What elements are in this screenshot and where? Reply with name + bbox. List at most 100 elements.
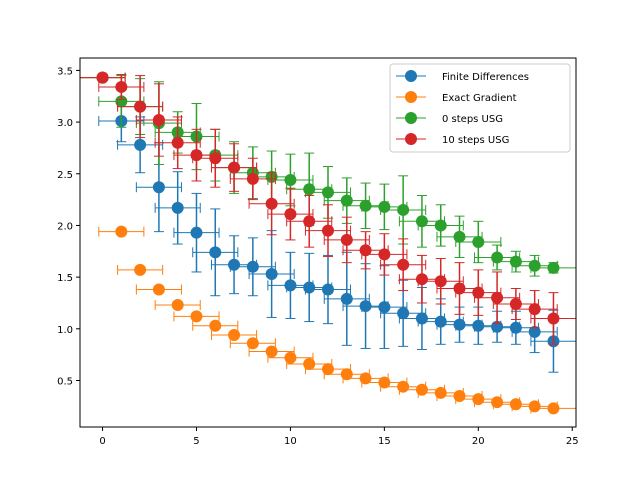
data-point [378, 376, 391, 389]
data-point [284, 173, 297, 186]
data-point [152, 114, 165, 127]
y-tick-label: 3.5 [57, 66, 73, 77]
data-point [528, 400, 541, 413]
data-point [322, 224, 334, 237]
x-tick-label: 15 [378, 436, 391, 447]
data-point [190, 226, 203, 239]
data-point [246, 260, 259, 273]
data-point [434, 275, 447, 288]
legend-label: 0 steps USG [442, 114, 503, 125]
data-point [415, 215, 428, 228]
data-point [265, 345, 278, 358]
x-tick-label: 0 [99, 436, 105, 447]
data-point [509, 298, 522, 310]
legend: Finite Differences Exact Gradient 0 steps … [389, 63, 571, 153]
data-point [397, 307, 410, 320]
series-2 [80, 71, 576, 415]
y-tick-label: 0.5 [57, 376, 73, 387]
data-point [472, 235, 485, 248]
data-point [509, 255, 522, 268]
data-point [397, 258, 410, 271]
data-point [322, 363, 334, 376]
x-tick-label: 25 [566, 436, 579, 447]
legend-item: Finite Differences [396, 70, 529, 83]
y-tick-label: 1.5 [57, 273, 73, 284]
data-point [246, 337, 259, 350]
data-point [303, 281, 316, 294]
data-point [472, 286, 485, 299]
legend-item: 0 steps USG [396, 112, 503, 125]
data-point [491, 396, 504, 409]
legend-box [389, 63, 571, 153]
data-point [190, 310, 203, 323]
data-point [171, 299, 184, 312]
data-point [378, 301, 391, 314]
data-point [265, 197, 278, 210]
data-point [359, 244, 372, 257]
data-point [340, 233, 353, 246]
data-point [397, 203, 410, 216]
legend-label: Exact Gradient [442, 93, 517, 104]
legend-item: 10 steps USG [396, 133, 509, 146]
legend-item: Exact Gradient [396, 91, 517, 104]
data-point [115, 225, 128, 238]
data-point [209, 319, 222, 332]
data-point [340, 292, 353, 305]
data-point [209, 152, 222, 165]
data-point [491, 251, 504, 264]
data-point [134, 138, 147, 151]
data-point [359, 199, 372, 212]
data-point [134, 100, 147, 113]
data-point [171, 201, 184, 214]
data-point [359, 372, 372, 385]
data-point [303, 357, 316, 370]
data-point [284, 208, 297, 221]
data-point [284, 279, 297, 292]
data-point [434, 219, 447, 232]
data-point [322, 283, 334, 296]
legend-label: 10 steps USG [442, 135, 509, 146]
data-point [228, 161, 241, 174]
data-point [152, 283, 165, 296]
y-tick-label: 2.5 [57, 170, 73, 181]
y-tick-label: 3.0 [57, 118, 73, 129]
data-point [528, 303, 541, 316]
data-point [209, 246, 222, 259]
data-point [303, 215, 316, 228]
data-point [547, 402, 560, 415]
data-point [340, 368, 353, 381]
x-tick-label: 20 [472, 436, 485, 447]
series-layer [80, 71, 576, 415]
data-point [415, 273, 428, 286]
tick-labels: 0 5 10 15 20 25 0.5 1.0 1.5 2.0 2.5 3.0 3.5 [57, 66, 579, 447]
data-point [228, 329, 241, 342]
data-point [228, 258, 241, 271]
data-point [453, 230, 466, 243]
series-4 [80, 71, 576, 345]
legend-label: Finite Differences [442, 72, 529, 83]
data-point [115, 95, 128, 108]
x-tick-label: 5 [193, 436, 199, 447]
data-point [528, 325, 541, 338]
y-tick-label: 2.0 [57, 221, 73, 232]
data-point [322, 186, 334, 199]
data-point [453, 318, 466, 331]
data-point [246, 172, 259, 185]
data-point [134, 263, 147, 276]
data-point [340, 194, 353, 207]
data-point [528, 259, 541, 272]
legend-marker [405, 112, 417, 124]
y-tick-label: 1.0 [57, 325, 73, 336]
data-point [115, 80, 128, 93]
data-point [509, 321, 522, 334]
data-point [171, 136, 184, 149]
data-point [265, 268, 278, 281]
data-point [547, 312, 560, 325]
data-point [359, 300, 372, 313]
legend-marker [405, 70, 417, 82]
legend-marker [405, 133, 417, 145]
data-point [96, 71, 109, 84]
axes [79, 57, 577, 428]
legend-marker [405, 91, 417, 103]
data-point [509, 398, 522, 411]
